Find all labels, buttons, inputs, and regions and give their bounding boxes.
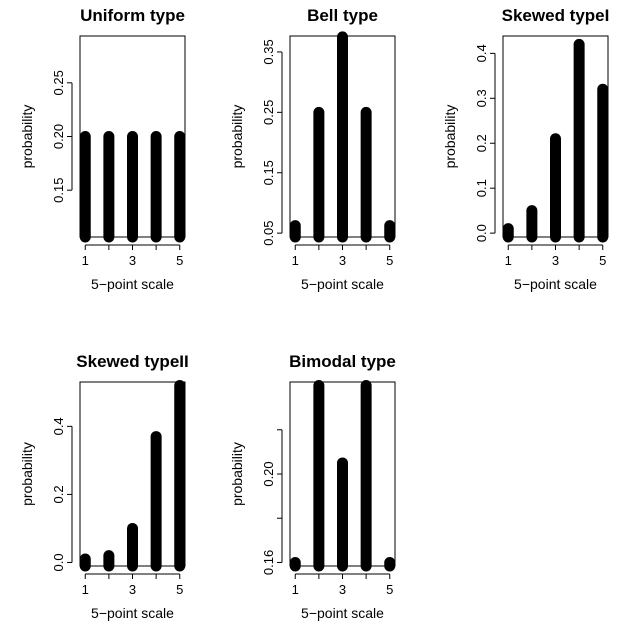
chart-panel-2: Bell type 1 3 55−point scale 0.05 0.15 0.25 0.3… bbox=[229, 6, 396, 292]
y-tick-label: 0.3 bbox=[474, 89, 489, 107]
y-tick-label: 0.25 bbox=[51, 70, 66, 95]
chart-title: Bell type bbox=[307, 6, 378, 25]
x-axis-label: 5−point scale bbox=[301, 276, 384, 292]
y-tick-label: 0.25 bbox=[261, 100, 276, 125]
x-tick-label: 1 bbox=[292, 582, 299, 597]
x-tick-label: 5 bbox=[599, 253, 606, 268]
plot-frame-overlay bbox=[79, 35, 186, 238]
y-axis-label: probability bbox=[442, 105, 458, 169]
x-axis-label: 5−point scale bbox=[91, 605, 174, 621]
y-tick-label: 0.16 bbox=[261, 550, 276, 575]
x-tick-label: 3 bbox=[339, 253, 346, 268]
y-tick-label: 0.05 bbox=[261, 220, 276, 245]
chart-panel-3: Skewed typeI 1 3 55−point scale 0.0 0.1 0.2 0.3… bbox=[442, 6, 609, 292]
x-tick-label: 5 bbox=[176, 253, 183, 268]
y-axis-label: probability bbox=[229, 105, 245, 169]
x-tick-label: 1 bbox=[505, 253, 512, 268]
y-tick-label: 0.0 bbox=[51, 553, 66, 571]
y-axis-label: probability bbox=[19, 105, 35, 169]
x-tick-label: 1 bbox=[82, 582, 89, 597]
x-tick-label: 5 bbox=[386, 582, 393, 597]
x-tick-label: 3 bbox=[129, 582, 136, 597]
plot-frame-overlay bbox=[289, 381, 396, 567]
y-tick-label: 0.20 bbox=[51, 124, 66, 149]
chart-panel-5: Bimodal type 1 3 55−point scale 0.16 0.20 prob… bbox=[229, 352, 396, 621]
plot-frame-overlay bbox=[79, 381, 186, 567]
plot-frame-overlay bbox=[289, 35, 396, 238]
chart-title: Skewed typeII bbox=[76, 352, 188, 371]
y-axis-label: probability bbox=[19, 442, 35, 506]
x-tick-label: 1 bbox=[82, 253, 89, 268]
x-axis-label: 5−point scale bbox=[514, 276, 597, 292]
x-tick-label: 3 bbox=[129, 253, 136, 268]
chart-panel-4: Skewed typeII 1 3 55−point scale 0.0 0.2 0.4 pr… bbox=[19, 352, 189, 621]
y-tick-label: 0.15 bbox=[261, 160, 276, 185]
x-tick-label: 5 bbox=[386, 253, 393, 268]
y-tick-label: 0.20 bbox=[261, 461, 276, 486]
chart-title: Skewed typeI bbox=[502, 6, 610, 25]
x-axis-label: 5−point scale bbox=[301, 605, 384, 621]
x-tick-label: 3 bbox=[552, 253, 559, 268]
y-tick-label: 0.2 bbox=[51, 485, 66, 503]
x-tick-label: 5 bbox=[176, 582, 183, 597]
plot-frame-overlay bbox=[502, 35, 609, 238]
y-tick-label: 0.2 bbox=[474, 134, 489, 152]
y-tick-label: 0.1 bbox=[474, 179, 489, 197]
chart-title: Uniform type bbox=[80, 6, 185, 25]
x-tick-label: 1 bbox=[292, 253, 299, 268]
x-axis-label: 5−point scale bbox=[91, 276, 174, 292]
y-tick-label: 0.0 bbox=[474, 224, 489, 242]
y-tick-label: 0.4 bbox=[51, 417, 66, 435]
y-axis-label: probability bbox=[229, 442, 245, 506]
y-tick-label: 0.4 bbox=[474, 44, 489, 62]
x-tick-label: 3 bbox=[339, 582, 346, 597]
y-tick-label: 0.35 bbox=[261, 39, 276, 64]
chart-title: Bimodal type bbox=[289, 352, 396, 371]
chart-panel-1: Uniform type 1 3 55−point scale 0.15 0.20 0.25… bbox=[19, 6, 186, 292]
y-tick-label: 0.15 bbox=[51, 178, 66, 203]
